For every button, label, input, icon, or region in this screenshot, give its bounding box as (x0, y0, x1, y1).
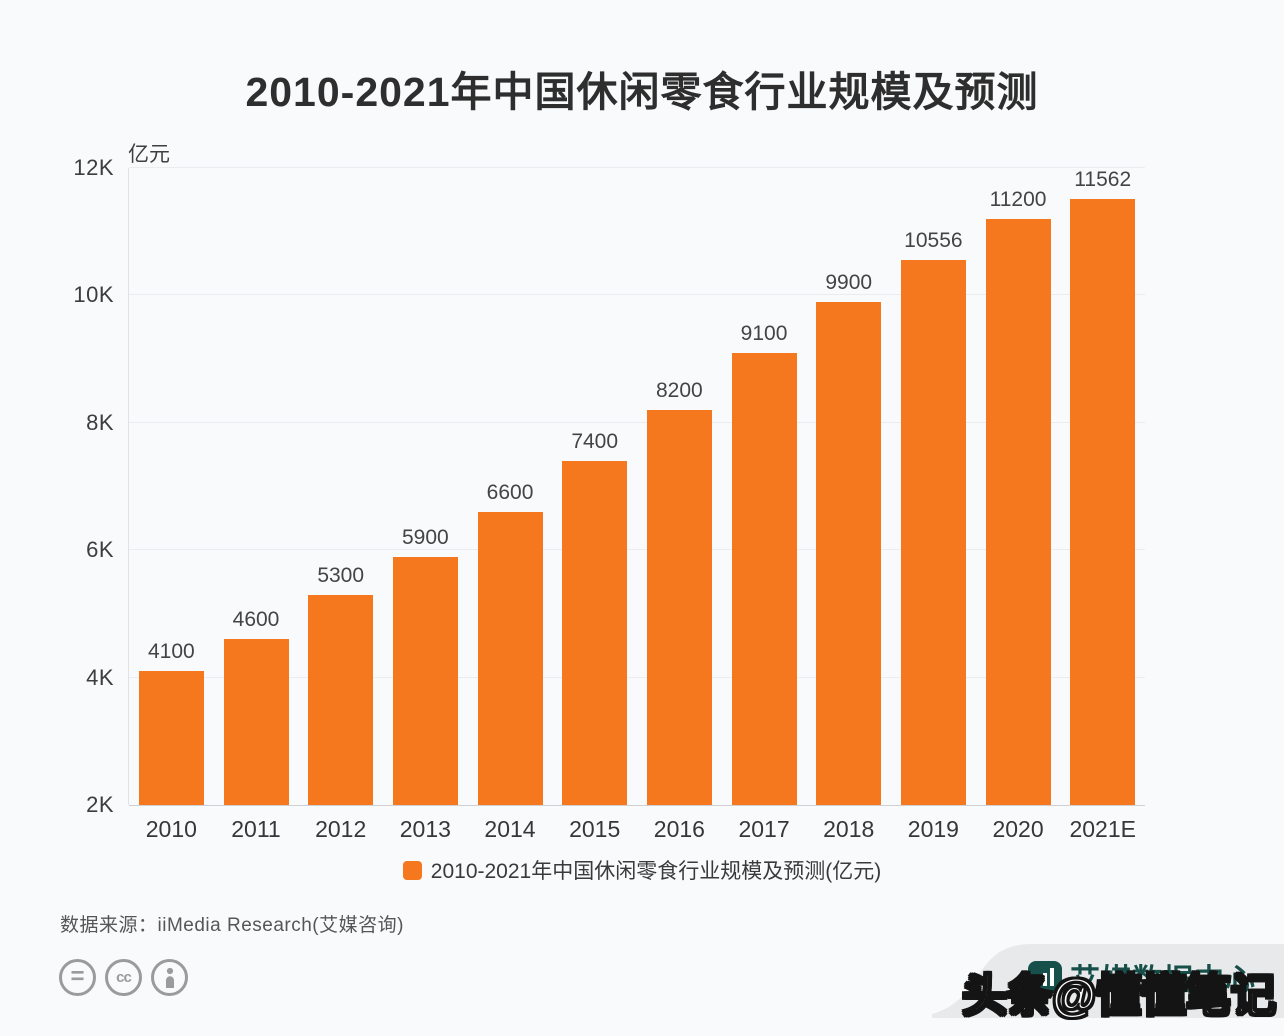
bar-value-label: 11562 (1074, 168, 1132, 191)
bar (308, 594, 374, 805)
bar-slot: 4600 2011 (214, 168, 299, 842)
x-axis-label: 2010 (145, 816, 197, 842)
y-axis-tick-label: 2K (86, 792, 114, 817)
watermark-text: 头条@懂懂笔记 (961, 969, 1277, 1022)
y-axis-tick-label: 8K (86, 409, 114, 435)
legend-swatch-icon (402, 860, 422, 880)
cc-license-icon: cc (105, 959, 142, 996)
bar (646, 410, 712, 805)
x-axis-label: 2021E (1069, 816, 1136, 842)
legend: 2010-2021年中国休闲零食行业规模及预测(亿元) (0, 855, 1284, 885)
y-axis-tick-label: 10K (73, 282, 114, 308)
legend-label: 2010-2021年中国休闲零食行业规模及预测(亿元) (430, 860, 882, 883)
x-axis-label: 2017 (738, 816, 790, 842)
x-axis-label: 2020 (992, 816, 1044, 842)
x-axis-label: 2019 (907, 816, 959, 842)
equals-license-icon: = (59, 959, 96, 996)
bar-slot: 10556 2019 (891, 168, 976, 842)
x-axis-line (129, 805, 1145, 806)
y-axis-tick-labels: 2K 4K 6K 8K 10K 12K (0, 155, 114, 817)
gridline (129, 676, 1145, 678)
x-axis-label: 2014 (484, 816, 536, 842)
brand-logo-text: 艾媒数据中心 (1070, 964, 1256, 997)
bar-slot: 8200 2016 (637, 168, 722, 842)
y-axis-unit-label: 亿元 (128, 143, 170, 166)
x-axis-label: 2015 (569, 816, 621, 842)
gridline (129, 421, 1145, 423)
bar (223, 639, 289, 805)
bar-slot: 9900 2018 (806, 168, 891, 842)
chart-title: 2010-2021年中国休闲零食行业规模及预测 (245, 69, 1039, 115)
gridline (129, 549, 1145, 551)
x-axis-label: 2012 (315, 816, 367, 842)
plot-area: 4100 2010 4600 2011 5300 2012 5900 2013 6600 2014… (128, 167, 1145, 842)
bar-value-label: 10556 (904, 228, 963, 252)
bar-slot: 5300 2012 (298, 168, 383, 842)
x-axis-label: 2018 (823, 816, 875, 842)
bar-value-label: 11200 (989, 187, 1047, 211)
bar-slot: 11200 2020 (976, 168, 1061, 842)
bar-slot: 9100 2017 (722, 168, 807, 842)
gridline (129, 167, 1145, 168)
x-axis-label: 2011 (231, 816, 281, 842)
bar-slot: 11562 2021E (1060, 168, 1145, 842)
iimedia-logo-icon (1028, 961, 1062, 993)
bar-value-label: 9100 (740, 321, 788, 345)
bar-value-label: 5300 (317, 563, 365, 587)
data-source-note: 数据来源：iiMedia Research(艾媒咨询) (60, 915, 404, 936)
x-axis-label: 2013 (399, 816, 451, 842)
gridline (129, 294, 1145, 296)
bar (816, 301, 882, 805)
bar-value-label: 4100 (147, 640, 195, 664)
attribution-person-icon (151, 959, 188, 996)
y-axis-tick-label: 4K (86, 664, 114, 690)
bar-series: 4100 2010 4600 2011 5300 2012 5900 2013 6600 2014… (129, 168, 1145, 842)
bar (900, 259, 966, 805)
bar-slot: 6600 2014 (468, 168, 553, 842)
bar (138, 671, 204, 805)
bar-slot: 5900 2013 (383, 168, 468, 842)
bar (1070, 199, 1136, 805)
bar (562, 461, 628, 805)
brand-banner: 艾媒数据中心 (932, 944, 1284, 1018)
bar (731, 352, 797, 805)
bar (392, 556, 458, 805)
bar-value-label: 5900 (401, 525, 449, 549)
license-icons: = cc (59, 959, 188, 996)
bar-value-label: 9900 (825, 270, 873, 294)
brand-logo: 艾媒数据中心 (1028, 955, 1256, 999)
y-axis-tick-label: 12K (73, 155, 114, 180)
bar-value-label: 7400 (571, 430, 619, 454)
bar-slot: 4100 2010 (129, 168, 214, 842)
bar-value-label: 8200 (656, 379, 703, 403)
bar (477, 511, 543, 805)
banner-swoosh-shape (932, 944, 1284, 1018)
bar (985, 218, 1051, 805)
y-axis-tick-label: 6K (86, 537, 114, 563)
bar-value-label: 6600 (486, 480, 534, 504)
bar-slot: 7400 2015 (552, 168, 637, 842)
x-axis-label: 2016 (653, 816, 705, 842)
bar-value-label: 4600 (232, 608, 280, 632)
